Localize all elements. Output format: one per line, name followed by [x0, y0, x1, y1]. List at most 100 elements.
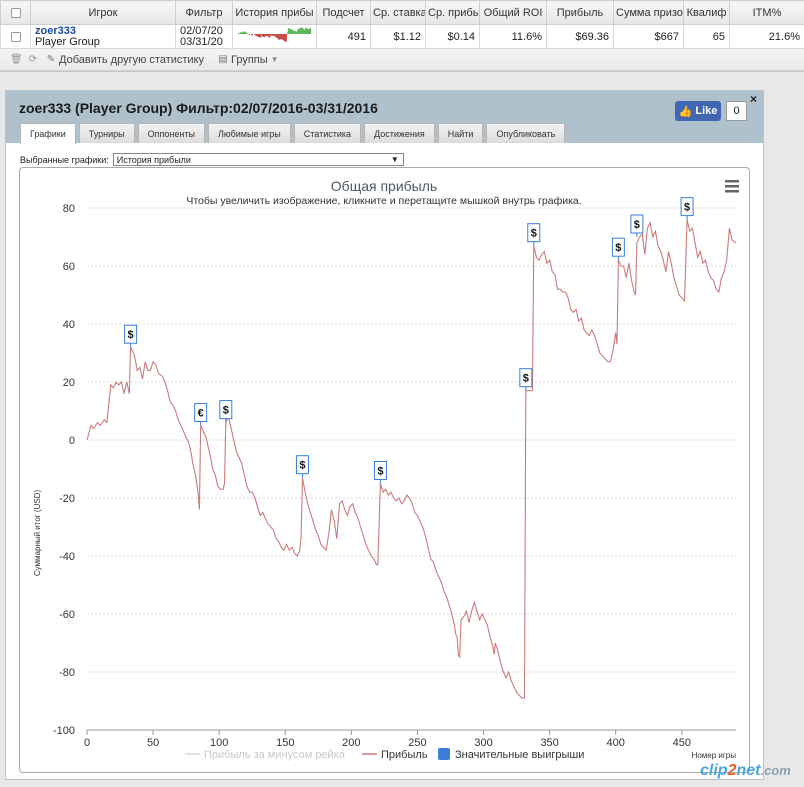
groups-dropdown[interactable]: ▤ Группы ▼	[218, 54, 279, 66]
big-win-marker[interactable]: €	[194, 403, 208, 426]
roi-cell: 11.6%	[479, 24, 547, 49]
table-header-row: Игрок Фильтр История прибы Подсчет Ср. с…	[0, 0, 804, 25]
marker-flag	[630, 214, 644, 234]
header-itm[interactable]: ITM%	[729, 0, 804, 25]
tab-statistics[interactable]: Статистика	[293, 123, 362, 143]
marker-label: $	[223, 405, 229, 417]
tab-opponents[interactable]: Оппоненты	[137, 123, 205, 143]
profit-cell: $69.36	[546, 24, 614, 49]
x-tick-label: 400	[607, 737, 625, 749]
x-tick-label: 150	[276, 737, 294, 749]
header-filter[interactable]: Фильтр	[175, 0, 233, 25]
select-all-checkbox[interactable]	[10, 7, 21, 18]
marker-label: $	[128, 329, 134, 341]
series-line-profit	[86, 219, 737, 699]
table-row[interactable]: zoer333 Player Group 02/07/20 03/31/20 4…	[0, 24, 804, 49]
count-cell: 491	[316, 24, 371, 49]
sparkline-negative	[237, 34, 311, 42]
big-win-markers: $ € $ $ $ $ $ $ $ $	[124, 197, 694, 484]
tab-charts[interactable]: Графики	[20, 123, 76, 144]
sparkline-cell[interactable]	[232, 24, 317, 49]
tab-tournaments[interactable]: Турниры	[78, 123, 135, 143]
row-checkbox[interactable]	[10, 31, 21, 42]
chart-grid	[87, 207, 736, 731]
panel-tabs: Графики Турниры Оппоненты Любимые игры С…	[20, 123, 566, 144]
legend-item-profit[interactable]: Прибыль	[362, 749, 428, 761]
marker-label: $	[634, 219, 640, 231]
chart-subtitle: Чтобы увеличить изображение, кликните и …	[186, 195, 581, 207]
filter-cell: 02/07/20 03/31/20	[175, 24, 233, 49]
player-panel: zoer333 (Player Group) Фильтр:02/07/2016…	[5, 90, 764, 780]
y-tick-label: 40	[63, 319, 75, 331]
y-tick-label: -60	[59, 609, 75, 621]
panel-title: zoer333 (Player Group) Фильтр:02/07/2016…	[19, 100, 378, 116]
chart-selector-value: История прибыли	[116, 154, 191, 165]
profit-sparkline[interactable]	[235, 26, 313, 44]
chevron-down-icon: ▼	[270, 55, 279, 64]
tab-achievements[interactable]: Достижения	[364, 123, 435, 143]
facebook-like-button[interactable]: 👍 Like	[675, 101, 721, 121]
y-tick-label: -20	[59, 493, 75, 505]
marker-flag	[527, 223, 541, 243]
marker-label: $	[684, 202, 690, 214]
close-icon[interactable]: ×	[750, 92, 758, 106]
trash-icon[interactable]: 🗑	[10, 53, 23, 65]
panel-header: zoer333 (Player Group) Фильтр:02/07/2016…	[6, 91, 763, 144]
header-qualif[interactable]: Квалиф	[683, 0, 730, 25]
big-win-marker[interactable]: $	[219, 400, 233, 423]
marker-label: $	[523, 373, 529, 385]
header-avg-profit[interactable]: Ср. прибы	[425, 0, 480, 25]
sparkline-positive	[237, 27, 311, 34]
marker-label: €	[198, 408, 204, 420]
legend-item-big-wins[interactable]: Значительные выигрыши	[438, 748, 584, 761]
big-win-marker[interactable]: $	[611, 237, 625, 261]
legend-item-rake[interactable]: Прибыль за минусом рейка	[185, 749, 346, 761]
profit-chart[interactable]: Общая прибыль Чтобы увеличить изображени…	[20, 168, 749, 772]
header-profit[interactable]: Прибыль	[546, 0, 614, 25]
x-tick-label: 50	[147, 737, 159, 749]
y-tick-label: -40	[59, 551, 75, 563]
prize-sum-cell: $667	[613, 24, 684, 49]
chevron-down-icon: ▼	[390, 155, 399, 164]
x-tick-label: 350	[540, 737, 558, 749]
tab-favorite-games[interactable]: Любимые игры	[207, 123, 291, 143]
big-win-marker[interactable]: $	[519, 368, 533, 391]
player-name-link[interactable]: zoer333	[35, 24, 76, 37]
chart-container[interactable]: Общая прибыль Чтобы увеличить изображени…	[19, 167, 750, 773]
big-win-marker[interactable]: $	[295, 455, 309, 478]
legend-label-profit: Прибыль	[381, 749, 428, 761]
big-win-marker[interactable]: $	[373, 461, 387, 484]
row-checkbox-cell[interactable]	[0, 24, 31, 49]
chart-selector[interactable]: История прибыли ▼	[112, 153, 404, 166]
marker-label: $	[615, 242, 621, 254]
big-win-marker[interactable]: $	[527, 223, 541, 246]
marker-flag	[373, 461, 387, 480]
tab-publish[interactable]: Опубликовать	[486, 123, 566, 143]
add-stat-button[interactable]: ✎ Добавить другую статистику	[46, 54, 204, 66]
header-select-all[interactable]	[0, 0, 31, 25]
header-avg-stake[interactable]: Ср. ставка	[370, 0, 426, 25]
header-count[interactable]: Подсчет	[316, 0, 371, 25]
header-prize-sum[interactable]: Сумма призо	[613, 0, 684, 25]
tab-find[interactable]: Найти	[437, 123, 484, 143]
y-tick-label: 60	[63, 261, 75, 273]
header-player[interactable]: Игрок	[30, 0, 176, 25]
header-roi[interactable]: Общий ROI	[479, 0, 547, 25]
x-tick-label: 0	[84, 737, 90, 749]
big-win-marker[interactable]: $	[680, 197, 694, 220]
like-count: 0	[726, 101, 747, 121]
clip2net-watermark: clip2net.com	[700, 762, 791, 779]
marker-label: $	[299, 460, 305, 472]
refresh-icon[interactable]: ⟳	[28, 53, 38, 65]
big-win-marker[interactable]: $	[124, 324, 138, 348]
player-cell[interactable]: zoer333 Player Group	[30, 24, 176, 49]
header-profit-history[interactable]: История прибы	[232, 0, 317, 25]
x-tick-label: 250	[408, 737, 426, 749]
x-tick-label: 450	[673, 737, 691, 749]
chart-menu-icon[interactable]	[725, 180, 739, 193]
big-win-marker[interactable]: $	[630, 214, 644, 237]
itm-cell: 21.6%	[729, 24, 804, 49]
y-axis-label: Суммарный итог (USD)	[33, 490, 42, 577]
y-tick-label: 0	[69, 435, 75, 447]
filter-from: 02/07/20	[180, 24, 223, 37]
